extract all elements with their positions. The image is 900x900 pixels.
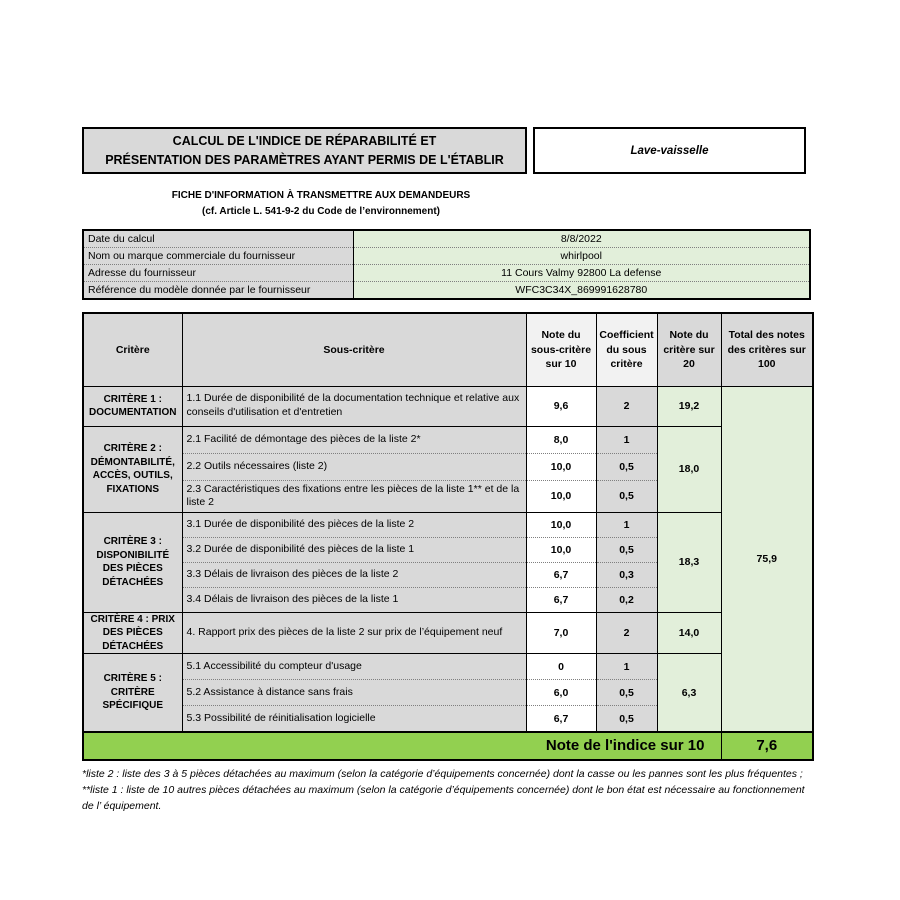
table-row: CRITÈRE 5 : CRITÈRE SPÉCIFIQUE 5.1 Acces… [82,653,813,732]
subcriterion-coefficient: 0,5 [595,705,657,732]
product-category-box: Lave-vaisselle [533,127,806,174]
subcriterion-note: 6,7 [525,561,596,588]
document-title-line1: CALCUL DE L'INDICE DE RÉPARABILITÉ ET [172,133,437,148]
table-row: CRITÈRE 1 : DOCUMENTATION 1.1 Durée de d… [82,385,813,732]
table-row: 3.4 Délais de livraison des pièces de la… [83,586,813,613]
criteria-table-header-row: Critère Sous-critère Note du sous-critèr… [82,313,813,386]
subcriterion-label: 2.1 Facilité de démontage des pièces de … [181,425,526,453]
header-critere: Critère [82,313,182,386]
subcriterion-coefficient: 2 [595,385,657,426]
subcriterion-note: 7,0 [525,611,596,654]
subcriterion-coefficient: 0,2 [595,586,657,613]
criterion-name: CRITÈRE 5 : CRITÈRE SPÉCIFIQUE [82,653,182,732]
subcriterion-coefficient: 2 [595,611,657,654]
header-sous-critere: Sous-critère [181,313,526,386]
table-row: 3.3 Délais de livraison des pièces de la… [83,561,813,588]
repairability-sheet: CALCUL DE L'INDICE DE RÉPARABILITÉ ET PR… [82,127,814,815]
header-note-sous-critere: Note du sous-critère sur 10 [525,313,596,386]
table-row: 3.2 Durée de disponibilité des pièces de… [83,536,813,563]
subcriterion-label: 3.3 Délais de livraison des pièces de la… [181,561,526,588]
total-score: 75,9 [720,385,813,732]
final-index-value: 7,6 [720,730,813,760]
subcriterion-label: 2.3 Caractéristiques des fixations entre… [181,479,526,513]
subtitle-line1: FICHE D'INFORMATION À TRANSMETTRE AUX DE… [171,190,471,201]
criterion-name: CRITÈRE 2 : DÉMONTABILITÉ, ACCÈS, OUTILS… [82,425,182,513]
info-row: Nom ou marque commerciale du fournisseur… [83,247,810,265]
document-subtitle: FICHE D'INFORMATION À TRANSMETTRE AUX DE… [82,188,560,220]
criterion-name: CRITÈRE 3 : DISPONIBILITÉ DES PIÈCES DÉT… [82,511,182,613]
info-row: Référence du modèle donnée par le fourni… [83,281,810,299]
table-row: CRITÈRE 3 : DISPONIBILITÉ DES PIÈCES DÉT… [82,511,813,613]
criterion-name: CRITÈRE 1 : DOCUMENTATION [82,385,182,426]
subcriterion-coefficient: 0,5 [595,479,657,513]
subcriterion-coefficient: 0,5 [595,536,657,563]
subcriterion-coefficient: 1 [595,653,657,680]
info-value: WFC3C34X_869991628780 [352,281,810,299]
subcriterion-coefficient: 0,5 [595,679,657,706]
subcriterion-label: 4. Rapport prix des pièces de la liste 2… [181,611,526,654]
criterion-note20: 14,0 [656,611,721,654]
document-title: CALCUL DE L'INDICE DE RÉPARABILITÉ ET PR… [82,127,527,174]
table-row: 5.2 Assistance à distance sans frais 6,0… [83,679,813,706]
document-title-line2: PRÉSENTATION DES PARAMÈTRES AYANT PERMIS… [105,152,504,167]
subcriterion-label: 2.2 Outils nécessaires (liste 2) [181,452,526,480]
subcriterion-label: 5.1 Accessibilité du compteur d'usage [181,653,526,680]
criteria-table: Critère Sous-critère Note du sous-critèr… [82,312,814,761]
subcriterion-label: 5.3 Possibilité de réinitialisation logi… [181,705,526,732]
footnote-liste2: *liste 2 : liste des 3 à 5 pièces détach… [82,767,803,780]
info-value: whirlpool [352,247,810,265]
subcriterion-label: 1.1 Durée de disponibilité de la documen… [181,385,526,426]
subcriterion-note: 10,0 [525,511,596,538]
header-note-critere: Note du critère sur 20 [656,313,721,386]
subcriterion-label: 3.2 Durée de disponibilité des pièces de… [181,536,526,563]
subcriterion-coefficient: 0,3 [595,561,657,588]
subcriterion-coefficient: 0,5 [595,452,657,480]
supplier-info-table: Date du calcul 8/8/2022 Nom ou marque co… [82,229,811,300]
criterion-note20: 6,3 [656,653,721,732]
info-label: Référence du modèle donnée par le fourni… [83,281,353,299]
info-value: 8/8/2022 [352,230,810,248]
header-coefficient: Coefficient du sous critère [595,313,657,386]
subcriterion-note: 6,7 [525,705,596,732]
final-index-row: Note de l'indice sur 10 7,6 [82,730,813,760]
subcriterion-note: 10,0 [525,452,596,480]
subcriterion-note: 9,6 [525,385,596,426]
document-header: CALCUL DE L'INDICE DE RÉPARABILITÉ ET PR… [82,127,806,174]
table-row: 2.2 Outils nécessaires (liste 2) 10,0 0,… [83,452,813,480]
subcriterion-note: 0 [525,653,596,680]
criterion-note20: 18,0 [656,425,721,513]
info-row: Adresse du fournisseur 11 Cours Valmy 92… [83,264,810,282]
subtitle-line2: (cf. Article L. 541-9-2 du Code de l’env… [201,206,440,217]
subcriterion-label: 3.4 Délais de livraison des pièces de la… [181,586,526,613]
table-row: 2.3 Caractéristiques des fixations entre… [83,479,813,513]
final-index-label: Note de l'indice sur 10 [82,730,721,760]
subcriterion-coefficient: 1 [595,425,657,453]
criterion-name: CRITÈRE 4 : PRIX DES PIÈCES DÉTACHÉES [82,611,182,654]
subcriterion-label: 3.1 Durée de disponibilité des pièces de… [181,511,526,538]
info-label: Nom ou marque commerciale du fournisseur [83,247,353,265]
info-label: Adresse du fournisseur [83,264,353,282]
product-category-label: Lave-vaisselle [630,144,709,157]
footnotes: *liste 2 : liste des 3 à 5 pièces détach… [82,766,812,815]
footnote-liste1: **liste 1 : liste de 10 autres pièces dé… [82,784,805,813]
table-row: CRITÈRE 4 : PRIX DES PIÈCES DÉTACHÉES 4.… [82,611,813,654]
subcriterion-note: 6,0 [525,679,596,706]
subcriterion-note: 6,7 [525,586,596,613]
subcriterion-note: 8,0 [525,425,596,453]
subcriterion-note: 10,0 [525,536,596,563]
info-row: Date du calcul 8/8/2022 [83,230,810,248]
info-value: 11 Cours Valmy 92800 La defense [352,264,810,282]
table-row: 5.3 Possibilité de réinitialisation logi… [83,705,813,732]
criterion-note20: 19,2 [656,385,721,426]
subcriterion-coefficient: 1 [595,511,657,538]
criterion-note20: 18,3 [656,511,721,613]
table-row: CRITÈRE 2 : DÉMONTABILITÉ, ACCÈS, OUTILS… [82,425,813,513]
info-label: Date du calcul [83,230,353,248]
header-total: Total des notes des critères sur 100 [720,313,813,386]
subcriterion-label: 5.2 Assistance à distance sans frais [181,679,526,706]
subcriterion-note: 10,0 [525,479,596,513]
